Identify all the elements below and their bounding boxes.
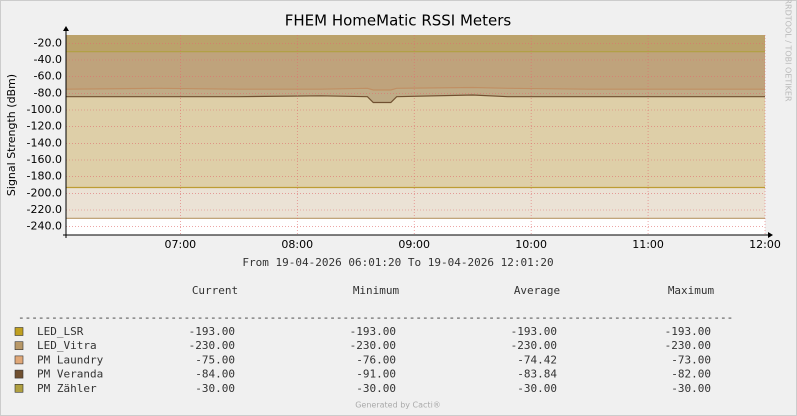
legend-stat: -193.00: [350, 325, 396, 338]
area-fill: [66, 35, 765, 90]
legend-stat: -74.42: [517, 353, 557, 366]
footer: Generated by Cacti®: [355, 401, 441, 410]
y-tick-label: -40.0: [34, 53, 62, 66]
legend-stat: -30.00: [195, 382, 235, 395]
y-tick-label: -240.0: [27, 220, 62, 233]
legend-stat: -73.00: [671, 353, 711, 366]
legend-swatch: [14, 341, 24, 351]
legend-stat: -83.84: [517, 368, 557, 381]
x-tick-label: 07:00: [164, 238, 196, 251]
legend-stat: -193.00: [511, 325, 557, 338]
y-tick-label: -180.0: [27, 170, 62, 183]
legend-swatch: [14, 369, 24, 379]
legend-column-header: Average: [514, 284, 560, 297]
legend-stat: -30.00: [356, 382, 396, 395]
y-tick-label: -200.0: [27, 186, 62, 199]
x-tick-label: 09:00: [398, 238, 430, 251]
legend-name: PM Zähler: [37, 382, 97, 395]
legend-stat: -230.00: [665, 339, 711, 352]
series-line: [65, 86, 765, 91]
chart-title: FHEM HomeMatic RSSI Meters: [285, 12, 512, 30]
legend-name: PM Veranda: [37, 368, 103, 381]
legend-stat: -230.00: [511, 339, 557, 352]
y-axis-label: Signal Strength (dBm): [5, 74, 18, 196]
axis-arrow: [768, 232, 773, 238]
legend-stat: -75.00: [195, 353, 235, 366]
y-tick-label: -220.0: [27, 203, 62, 216]
area-fill: [66, 35, 765, 219]
y-tick-label: -120.0: [27, 120, 62, 133]
legend-name: PM Laundry: [37, 353, 104, 366]
legend-swatch: [14, 327, 24, 336]
separator: ----------------------------------------…: [18, 311, 733, 324]
legend-name: LED_Vitra: [37, 339, 97, 352]
series-line: [66, 94, 765, 104]
x-tick-label: 10:00: [515, 238, 547, 251]
y-tick-label: -60.0: [34, 70, 62, 83]
y-tick-label: -140.0: [27, 136, 62, 149]
legend-column-header: Minimum: [353, 284, 400, 297]
x-tick-label: 08:00: [281, 238, 313, 251]
x-tick-label: 12:00: [749, 238, 781, 251]
legend-stat: -193.00: [665, 325, 711, 338]
legend-column-header: Current: [192, 284, 238, 297]
area-fill: [66, 35, 765, 52]
legend-swatch: [14, 355, 24, 365]
legend-stat: -91.00: [356, 368, 396, 381]
legend-stat: -30.00: [517, 382, 557, 395]
legend-name: LED_LSR: [37, 325, 84, 338]
y-tick-label: -160.0: [27, 153, 62, 166]
axis-arrow: [63, 26, 69, 31]
x-tick-label: 11:00: [632, 238, 664, 251]
side-text: RRDTOOL / TOBI OETIKER: [784, 0, 793, 102]
legend-stat: -76.00: [356, 353, 396, 366]
legend-swatch: [14, 383, 24, 393]
legend-stat: -30.00: [671, 382, 711, 395]
legend-stat: -84.00: [195, 368, 235, 381]
legend-stat: -193.00: [189, 325, 235, 338]
legend-stat: -82.00: [671, 368, 711, 381]
plot-area: [66, 35, 765, 235]
legend-column-header: Maximum: [668, 284, 715, 297]
y-tick-label: -100.0: [27, 103, 62, 116]
y-tick-label: -20.0: [34, 36, 62, 49]
area-fill: [66, 35, 765, 188]
legend-stat: -230.00: [350, 339, 396, 352]
time-range: From 19-04-2026 06:01:20 To 19-04-2026 1…: [242, 256, 553, 269]
y-tick-label: -80.0: [34, 86, 62, 99]
legend-stat: -230.00: [189, 339, 235, 352]
